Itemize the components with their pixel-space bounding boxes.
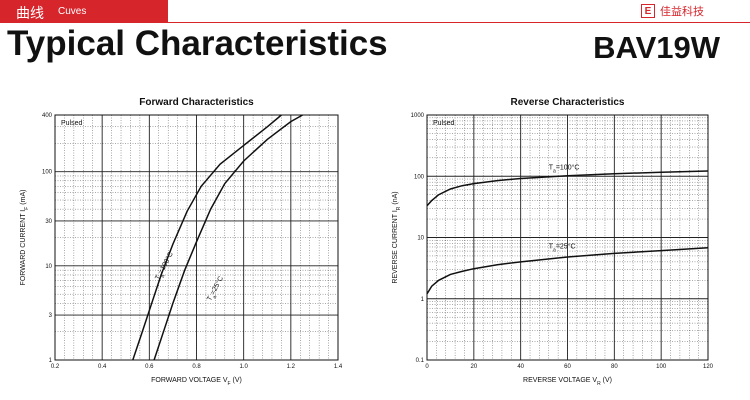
section-subtitle: Cuves — [58, 6, 87, 17]
chart-title: Reverse Characteristics — [511, 97, 625, 108]
x-tick-label: 120 — [703, 364, 714, 370]
forward-characteristics-chart: 0.2 0.4 0.6 0.8 1.0 1.2 1.4 1 3 10 30 100 400 Forward… — [20, 97, 343, 387]
y-tick-label: 400 — [42, 113, 53, 119]
y-tick-label: 3 — [49, 313, 53, 319]
series-label: Ta=25°C — [549, 243, 576, 254]
y-tick-label: 30 — [45, 219, 52, 225]
brand-name: 佳益科技 — [660, 5, 704, 18]
x-tick-label: 0.8 — [192, 364, 201, 370]
x-axis-label: REVERSE VOLTAGE VR (V) — [523, 377, 612, 387]
x-tick-label: 1.4 — [334, 364, 343, 370]
pulsed-note: Pulsed — [61, 120, 83, 127]
y-tick-label: 1000 — [411, 113, 425, 119]
x-tick-label: 0.6 — [145, 364, 154, 370]
header-divider — [0, 22, 750, 23]
x-tick-label: 100 — [656, 364, 667, 370]
part-number: BAV19W — [593, 30, 720, 65]
x-tick-label: 20 — [470, 364, 477, 370]
series-line — [153, 114, 303, 361]
y-tick-label: 100 — [414, 174, 425, 180]
x-tick-label: 40 — [517, 364, 524, 370]
x-tick-label: 80 — [611, 364, 618, 370]
y-axis-label: FORWARD CURRENT IF (mA) — [20, 190, 30, 286]
y-tick-label: 10 — [417, 236, 424, 242]
x-axis-label: FORWARD VOLTAGE VF (V) — [151, 377, 242, 387]
x-tick-label: 0 — [425, 364, 429, 370]
pulsed-note: Pulsed — [433, 120, 455, 127]
chart-title: Forward Characteristics — [139, 97, 254, 108]
x-tick-label: 1.0 — [239, 364, 248, 370]
brand: E 佳益科技 — [641, 3, 704, 19]
series-label: Ta=100°C — [549, 163, 580, 174]
y-tick-label: 100 — [42, 170, 53, 176]
plot-frame — [54, 114, 339, 361]
section-banner: 曲线 Cuves — [0, 0, 168, 22]
section-title: 曲线 — [16, 6, 44, 22]
y-tick-label: 0.1 — [416, 358, 425, 364]
series-line — [132, 114, 282, 361]
page-title: Typical Characteristics — [7, 24, 388, 63]
series-line — [426, 170, 709, 207]
y-tick-label: 10 — [45, 264, 52, 270]
series-label: Ta=25°C — [205, 275, 227, 304]
y-axis-label: REVERSE CURRENT IR (nA) — [392, 191, 402, 283]
y-tick-label: 1 — [421, 297, 425, 303]
series-line — [426, 247, 709, 295]
brand-logo-icon: E — [641, 4, 655, 18]
x-tick-label: 0.2 — [51, 364, 60, 370]
x-tick-label: 60 — [564, 364, 571, 370]
plot-frame — [426, 114, 709, 361]
x-tick-label: 1.2 — [287, 364, 296, 370]
x-tick-label: 0.4 — [98, 364, 107, 370]
y-tick-label: 1 — [49, 358, 53, 364]
